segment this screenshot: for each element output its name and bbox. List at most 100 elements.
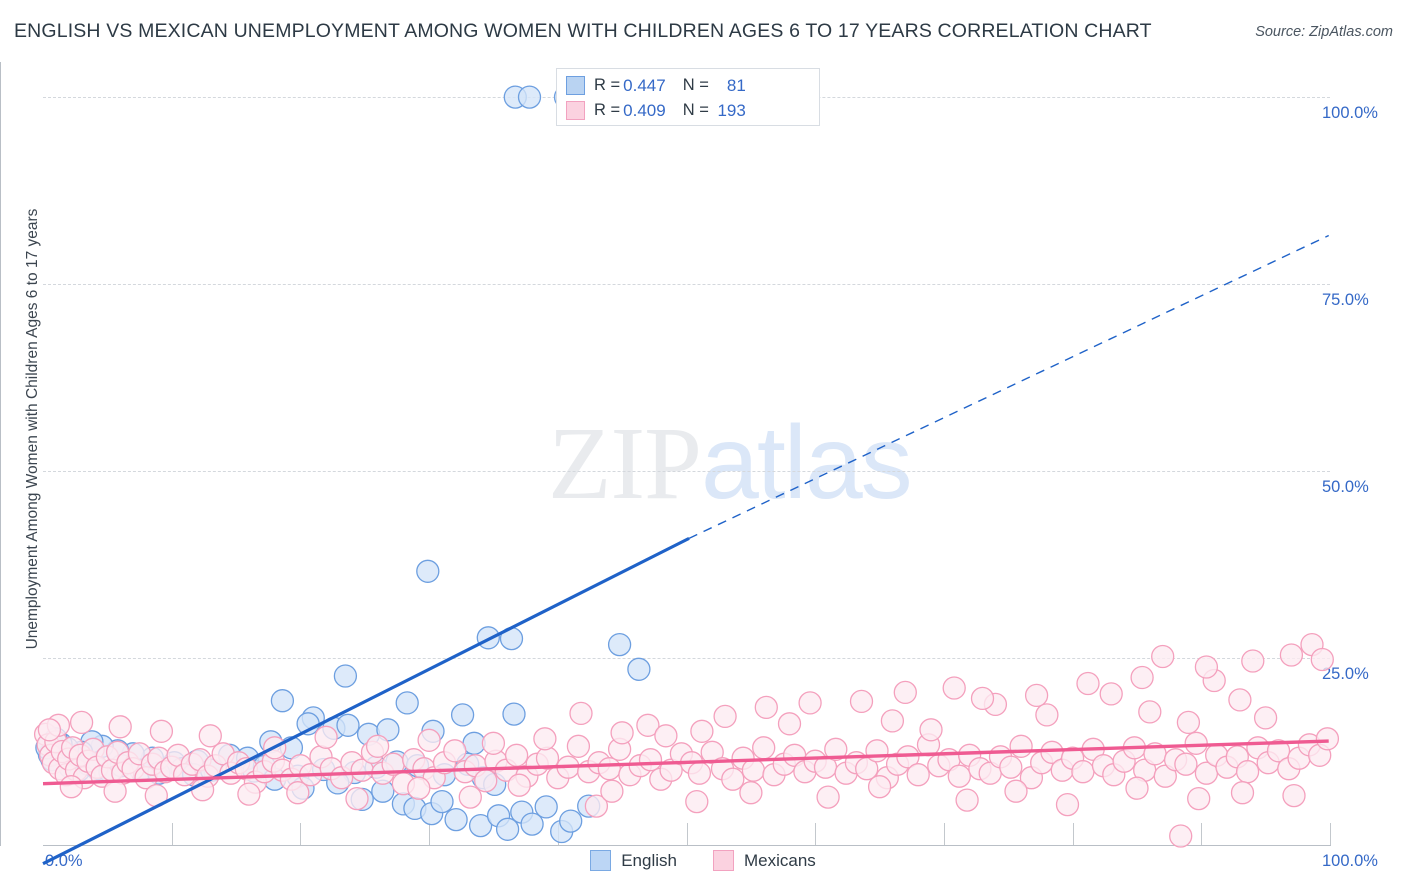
data-point: [638, 748, 663, 772]
data-point: [286, 781, 310, 805]
x-axis-tick: [943, 823, 945, 845]
trendline-english: [42, 536, 690, 866]
data-point: [627, 657, 651, 681]
data-point: [849, 689, 874, 714]
data-point: [416, 559, 440, 583]
data-point: [636, 713, 660, 737]
data-point: [947, 764, 971, 788]
x-axis-tick-label: 100.0%: [1322, 852, 1378, 870]
data-point: [690, 719, 714, 743]
x-axis-tick: [686, 823, 688, 845]
data-point: [430, 789, 454, 814]
legend-item-english[interactable]: English: [590, 850, 677, 871]
data-point: [1125, 776, 1149, 800]
data-point: [970, 686, 995, 711]
data-point: [1138, 700, 1162, 724]
data-point: [1055, 792, 1080, 817]
data-point: [534, 795, 558, 819]
data-point: [37, 718, 62, 742]
trendline-projection-english: [688, 234, 1330, 540]
legend-item-mexicans[interactable]: Mexicans: [712, 850, 816, 871]
data-point: [919, 718, 943, 742]
gridline: [43, 284, 1330, 286]
y-axis-line: [0, 62, 1, 846]
mexicans-r-label: R =: [594, 101, 621, 119]
data-point: [1169, 824, 1193, 848]
x-axis-tick: [815, 823, 817, 845]
data-point: [1266, 739, 1291, 763]
data-point: [59, 775, 83, 799]
data-point: [533, 727, 557, 751]
english-n-value: 81: [726, 75, 746, 95]
data-point: [1241, 649, 1265, 673]
english-color-swatch: [566, 76, 585, 95]
data-point: [559, 809, 583, 833]
data-point: [1071, 760, 1095, 784]
data-point: [458, 785, 482, 809]
data-point: [1194, 655, 1219, 679]
data-point: [798, 691, 822, 715]
data-point: [1176, 710, 1201, 735]
data-point: [1230, 781, 1255, 805]
data-point: [1228, 688, 1252, 712]
x-axis-tick: [1330, 823, 1331, 845]
data-point: [149, 719, 174, 743]
data-point: [376, 718, 400, 742]
x-axis-tick: [1072, 823, 1074, 845]
legend-label-mexicans: Mexicans: [743, 850, 816, 870]
legend-label-english: English: [621, 850, 677, 870]
y-axis-tick-label: 100.0%: [1322, 104, 1378, 123]
data-point: [237, 782, 261, 806]
data-point: [942, 676, 966, 700]
data-point: [108, 715, 132, 739]
data-point: [600, 779, 624, 803]
stats-row-english: R = 0.447 N = 81: [566, 73, 810, 98]
english-r-value: 0.447: [623, 75, 666, 95]
data-point: [507, 773, 531, 797]
data-point: [893, 680, 917, 705]
x-axis-tick: [171, 823, 173, 845]
x-axis-tick: [429, 823, 431, 845]
english-r-label: R =: [594, 76, 621, 94]
y-axis-tick-label: 75.0%: [1322, 291, 1369, 310]
series-legend: English Mexicans: [0, 850, 1406, 871]
data-point: [777, 712, 802, 736]
data-point: [752, 736, 776, 760]
data-point: [865, 739, 889, 763]
data-point: [1279, 643, 1304, 667]
data-point: [610, 721, 634, 745]
data-point: [495, 817, 520, 841]
data-point: [481, 731, 506, 755]
data-point: [1024, 683, 1049, 708]
source-attribution: Source: ZipAtlas.com: [1255, 24, 1393, 40]
legend-swatch-mexicans: [712, 850, 734, 871]
data-point: [502, 702, 526, 726]
data-point: [721, 767, 745, 791]
english-n-label: N =: [682, 76, 709, 94]
data-point: [1282, 783, 1306, 808]
data-point: [443, 739, 467, 763]
data-point: [1099, 682, 1123, 706]
data-point: [1076, 671, 1100, 696]
data-point: [754, 695, 778, 720]
data-point: [867, 775, 892, 799]
data-point: [1153, 764, 1177, 788]
data-point: [1130, 665, 1154, 690]
data-point: [407, 776, 431, 800]
data-point: [713, 704, 737, 729]
data-point: [1004, 779, 1028, 803]
data-point: [69, 710, 94, 735]
data-point: [333, 664, 358, 688]
data-point: [739, 781, 763, 805]
data-point: [365, 734, 390, 758]
data-point: [395, 691, 419, 715]
data-point: [198, 724, 222, 748]
series-points-mexicans: [33, 632, 1340, 848]
data-point: [1035, 703, 1059, 727]
data-point: [880, 709, 905, 733]
data-point: [1235, 760, 1260, 784]
data-point: [1315, 727, 1340, 751]
legend-swatch-english: [590, 850, 612, 871]
data-point: [1184, 731, 1208, 755]
